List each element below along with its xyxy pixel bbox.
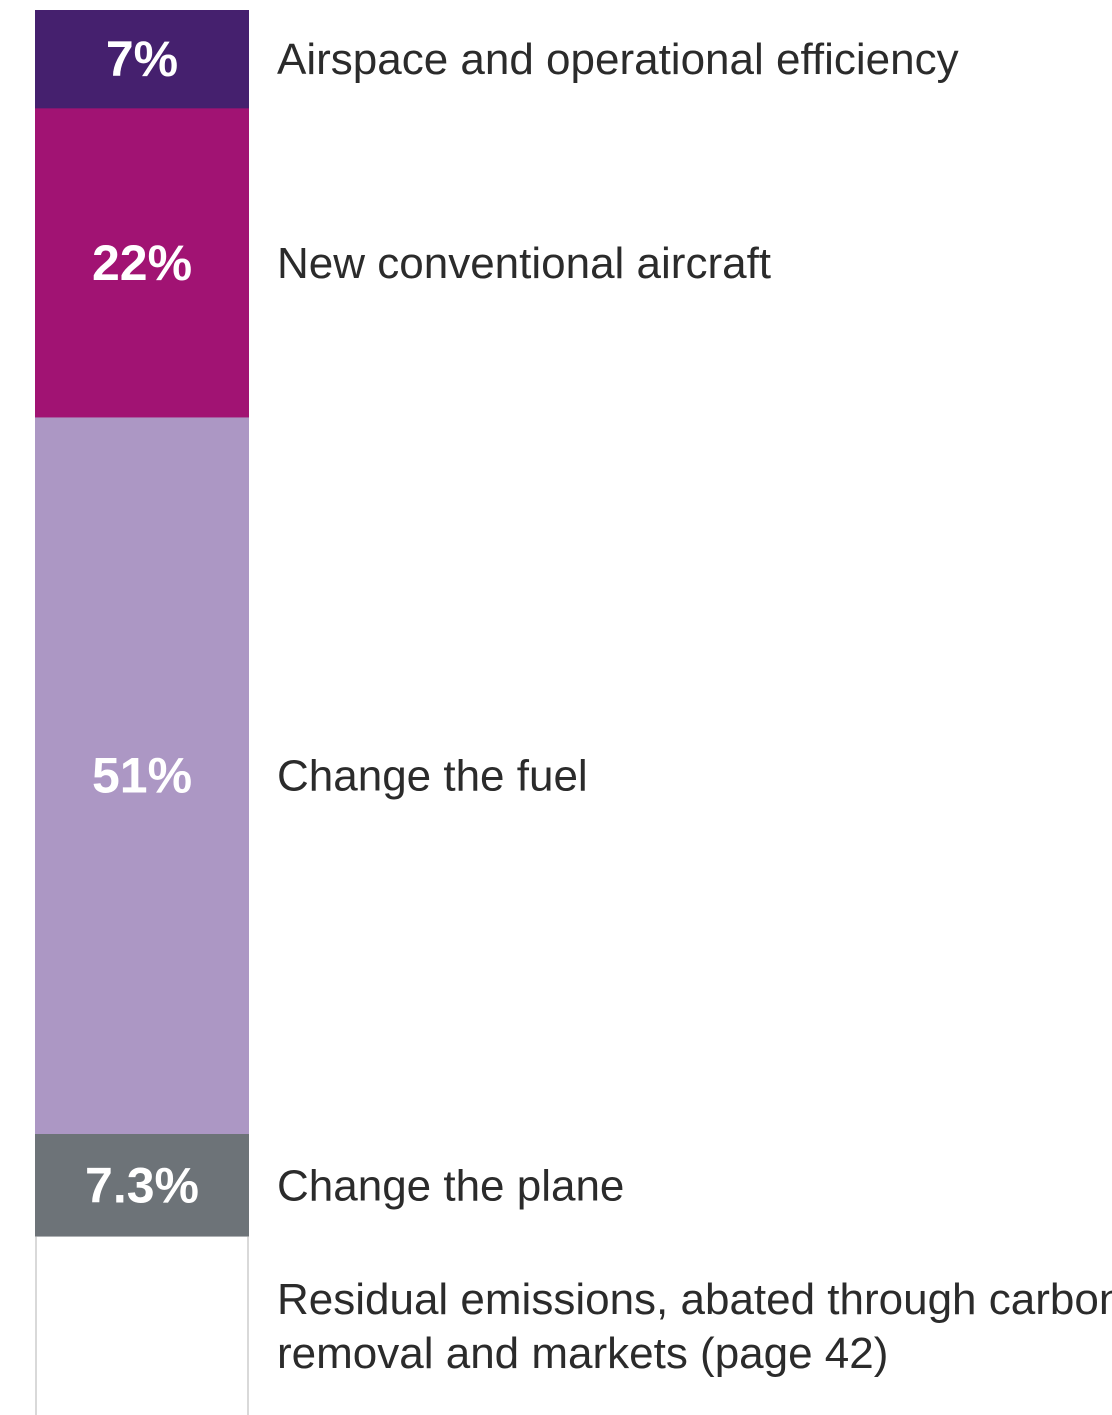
segment-label-5: Residual emissions, abated through carbo… xyxy=(277,1274,1112,1377)
segment-value-labels: 7% 22% 51% 7.3% xyxy=(85,31,199,1213)
bar-segment-3 xyxy=(35,417,249,1135)
bar-segment-4 xyxy=(35,1134,249,1238)
segment-value-3: 51% xyxy=(92,748,192,804)
bar-segment-2 xyxy=(35,108,249,418)
segment-label-4: Change the plane xyxy=(277,1161,624,1210)
segment-value-4: 7.3% xyxy=(85,1157,199,1213)
segment-label-1: Airspace and operational efficiency xyxy=(277,35,959,84)
segment-label-3-line-1: Change the fuel xyxy=(277,751,588,800)
segment-label-1-line-1: Airspace and operational efficiency xyxy=(277,35,959,84)
segment-label-5-line-1: Residual emissions, abated through carbo… xyxy=(277,1274,1112,1323)
segment-value-2: 22% xyxy=(92,235,192,291)
segment-label-5-line-2: removal and markets (page 42) xyxy=(277,1328,888,1377)
segment-category-labels: Airspace and operational efficiency New c… xyxy=(277,35,1112,1378)
bar-segment-1 xyxy=(35,10,249,109)
segment-label-3: Change the fuel xyxy=(277,751,588,800)
segment-label-2-line-1: New conventional aircraft xyxy=(277,238,771,287)
segment-label-4-line-1: Change the plane xyxy=(277,1161,624,1210)
bar-segment-5 xyxy=(35,1236,249,1415)
segment-value-1: 7% xyxy=(106,31,178,87)
segment-label-2: New conventional aircraft xyxy=(277,238,771,287)
stacked-bar xyxy=(35,10,249,1415)
